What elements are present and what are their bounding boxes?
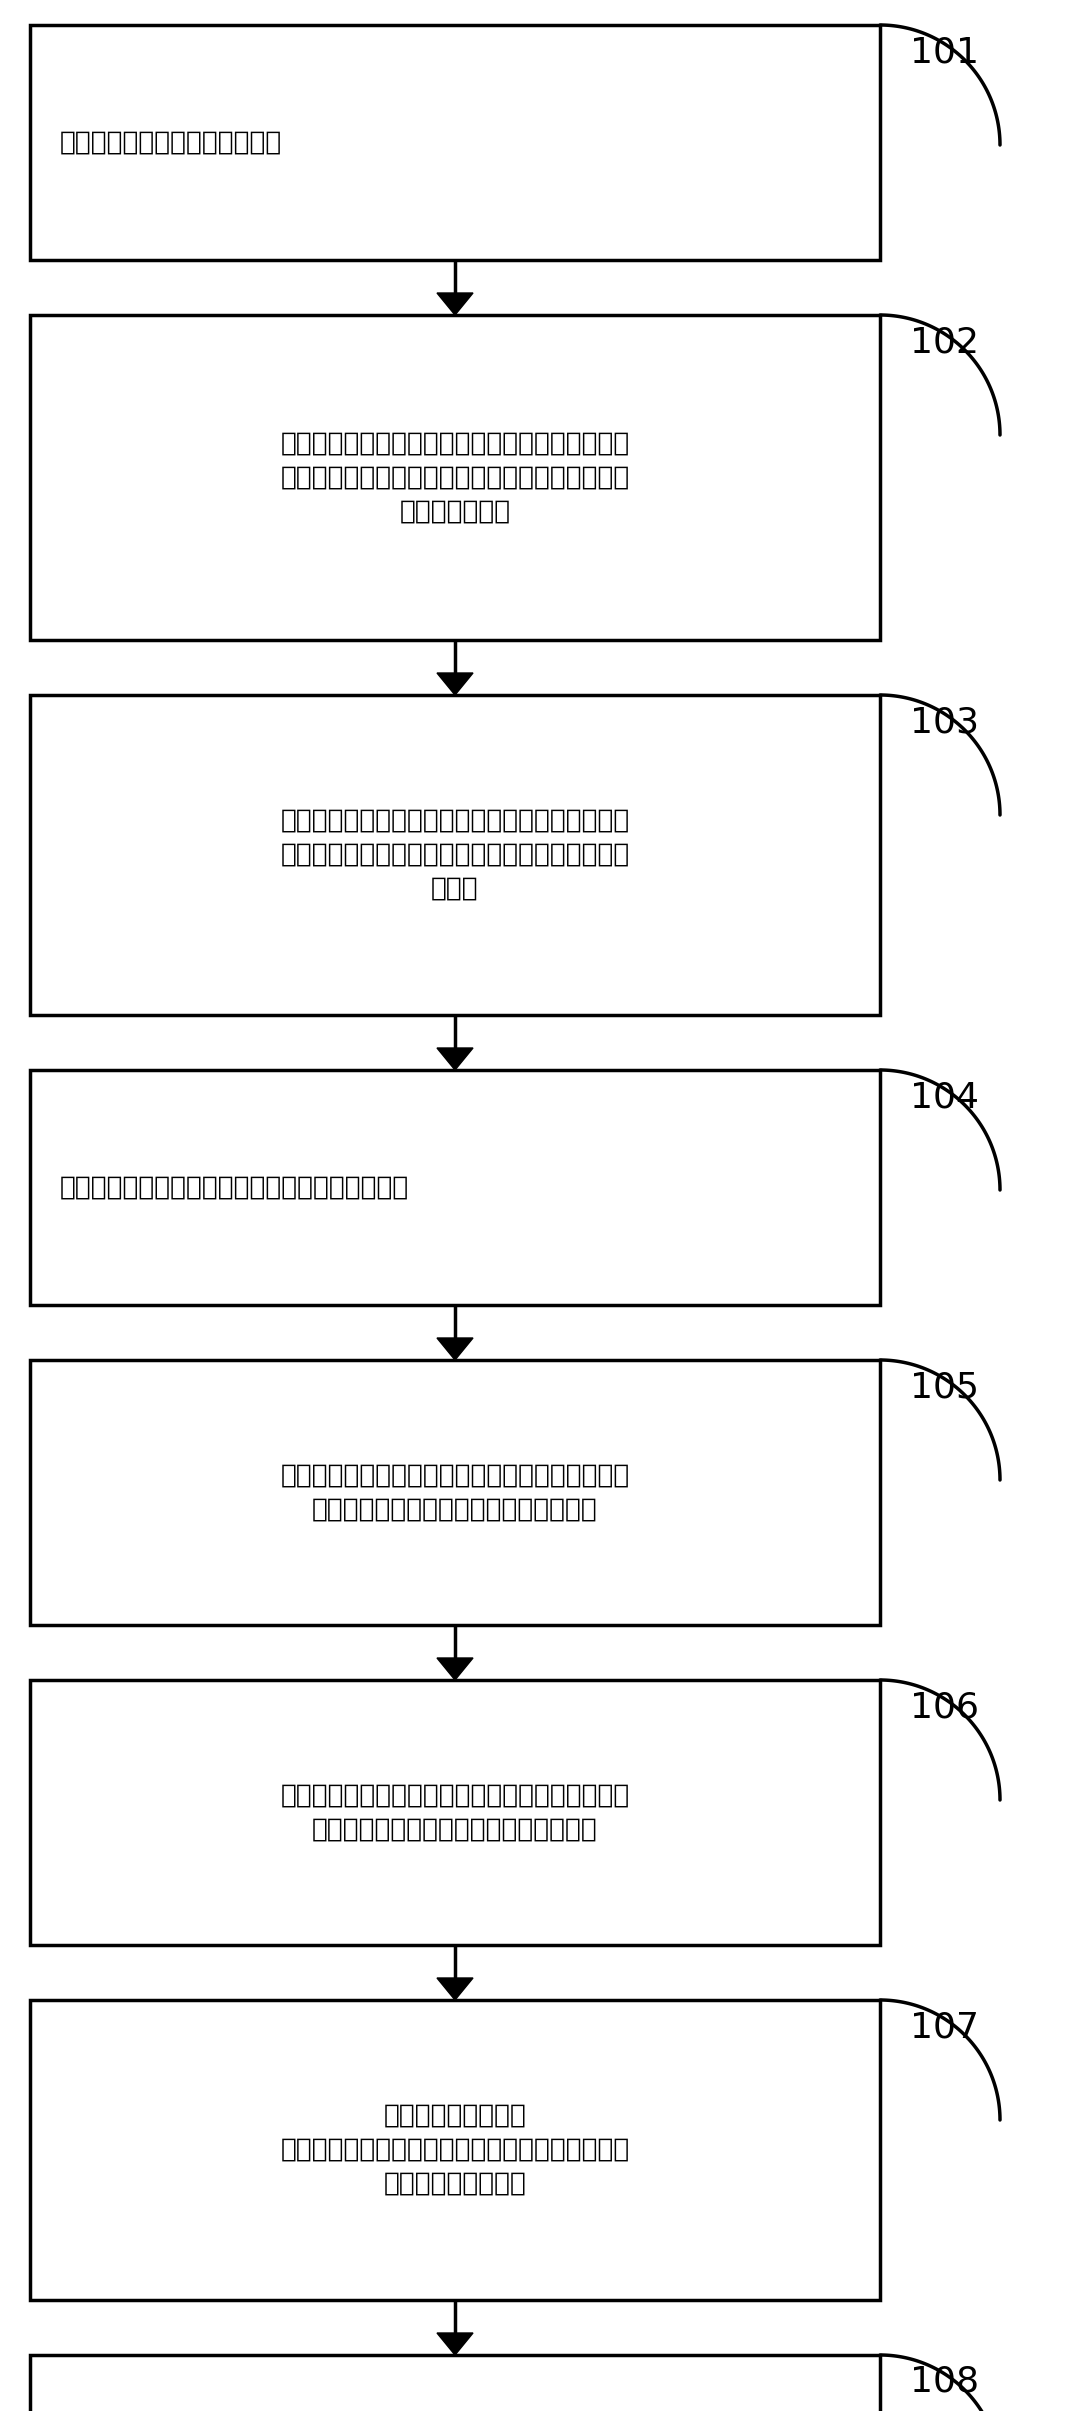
Polygon shape [437, 1659, 473, 1680]
Bar [30, 2356, 880, 2411]
Bar [30, 1680, 880, 1946]
Bar [30, 316, 880, 639]
Polygon shape [437, 2334, 473, 2356]
Polygon shape [437, 673, 473, 694]
Text: 104: 104 [910, 1080, 979, 1114]
Text: 106: 106 [910, 1690, 979, 1724]
Text: 在第一温度下，将通过加热的正硅酸四乙酯在所述
初始氧化层表面使用低压化学气相淀积的方法淀积
形成主体氧化层: 在第一温度下，将通过加热的正硅酸四乙酯在所述 初始氧化层表面使用低压化学气相淀积… [281, 432, 630, 526]
Bar [30, 1070, 880, 1304]
Text: 将形成主体氧化层的碳化硅衬底上载至高温炉管中: 将形成主体氧化层的碳化硅衬底上载至高温炉管中 [60, 1174, 409, 1201]
Polygon shape [437, 1338, 473, 1360]
Polygon shape [437, 294, 473, 316]
Text: 107: 107 [910, 2011, 979, 2045]
Polygon shape [437, 1049, 473, 1070]
Bar [30, 24, 880, 260]
Text: 在第二温度下，在氧气的存在下，形成主体氧化层
的碳化硅衬底进行第一次高温热退火处理: 在第二温度下，在氧气的存在下，形成主体氧化层 的碳化硅衬底进行第一次高温热退火处… [281, 1463, 630, 1521]
Text: 在第三温度下，在氮气的存在下，形成主体氧化层
的碳化硅衬底进行第二次高温热退火处理: 在第三温度下，在氮气的存在下，形成主体氧化层 的碳化硅衬底进行第二次高温热退火处… [281, 1782, 630, 1842]
Polygon shape [437, 1977, 473, 2001]
Text: 105: 105 [910, 1369, 979, 1403]
Text: 108: 108 [910, 2365, 979, 2399]
Text: 将碳化硅衬底上载至低压炉管中: 将碳化硅衬底上载至低压炉管中 [60, 130, 282, 154]
Bar [30, 2001, 880, 2300]
Text: 第一次将低压炉管的温度降低至低压炉管执行卸载
工艺所要求的温度，将形成主体氧化层的碳化硅衬
底卸载: 第一次将低压炉管的温度降低至低压炉管执行卸载 工艺所要求的温度，将形成主体氧化层… [281, 808, 630, 902]
Text: 在第三温度下，在氯
气的存在下，形成主体氧化层的碳化硅衬底进行第
二次高温热退火处理: 在第三温度下，在氯 气的存在下，形成主体氧化层的碳化硅衬底进行第 二次高温热退火… [281, 2102, 630, 2196]
Bar [30, 1360, 880, 1625]
Bar [30, 694, 880, 1015]
Text: 101: 101 [910, 36, 979, 70]
Text: 103: 103 [910, 704, 979, 740]
Text: 102: 102 [910, 325, 979, 359]
